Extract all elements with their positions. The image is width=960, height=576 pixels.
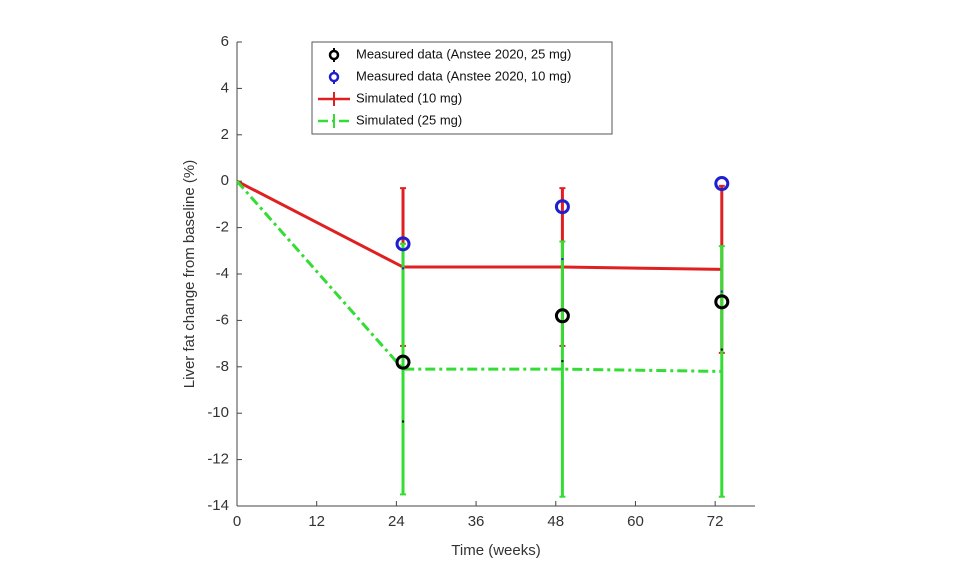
line	[236, 179, 722, 271]
marker	[554, 199, 570, 215]
legend-label: Simulated (25 mg)	[356, 112, 462, 127]
legend-symbol	[328, 71, 340, 83]
y-axis-label: Liver fat change from baseline (%)	[181, 160, 198, 388]
y-tick-label: -12	[207, 451, 229, 468]
line	[235, 180, 722, 373]
x-tick-label: 48	[547, 513, 564, 530]
legend-label: Measured data (Anstee 2020, 10 mg)	[356, 68, 571, 83]
x-tick-label: 36	[468, 513, 485, 530]
y-tick-label: -2	[216, 219, 229, 236]
x-axis-label: Time (weeks)	[451, 542, 540, 559]
y-tick-label: -4	[216, 265, 229, 282]
x-tick-label: 0	[233, 513, 241, 530]
marker	[714, 176, 730, 192]
x-tick-label: 60	[627, 513, 644, 530]
legend-box	[311, 41, 613, 135]
y-tick-label: 2	[221, 126, 229, 143]
legend-label: Simulated (10 mg)	[356, 90, 462, 105]
marker	[714, 294, 730, 310]
y-tick-label: 0	[221, 172, 229, 189]
legend-symbol	[328, 49, 340, 61]
y-tick-label: -8	[216, 358, 229, 375]
y-tick-label: -10	[207, 404, 229, 421]
marker	[395, 354, 411, 370]
marker	[395, 236, 411, 252]
y-tick-label: -14	[207, 497, 229, 514]
x-tick-label: 24	[388, 513, 405, 530]
x-tick-label: 72	[707, 513, 724, 530]
y-tick-label: -6	[216, 311, 229, 328]
y-tick-label: 4	[221, 79, 229, 96]
marker	[554, 308, 570, 324]
x-tick-label: 12	[308, 513, 325, 530]
legend-label: Measured data (Anstee 2020, 25 mg)	[356, 46, 571, 61]
y-tick-label: 6	[221, 33, 229, 50]
legend: Measured data (Anstee 2020, 25 mg) Measur…	[311, 41, 613, 135]
